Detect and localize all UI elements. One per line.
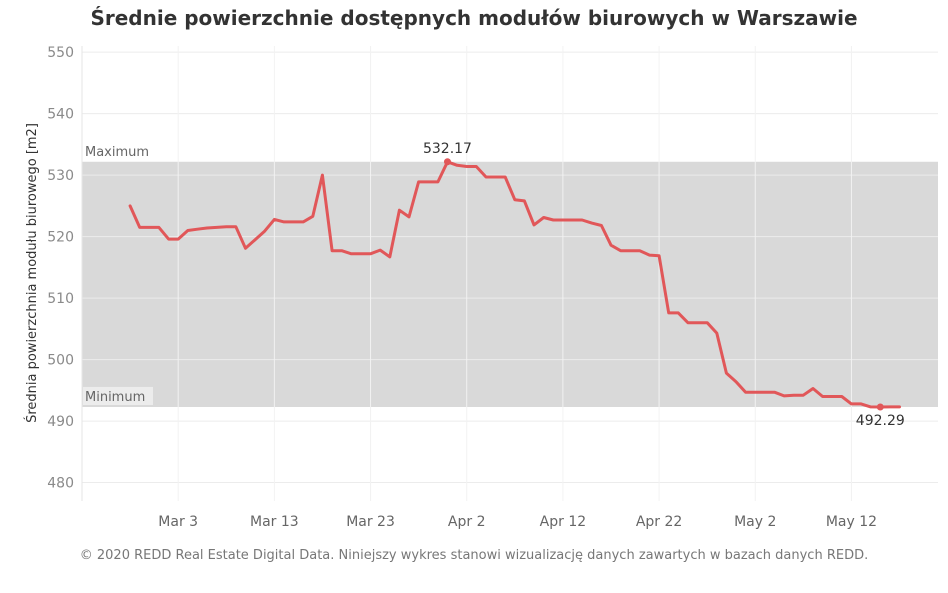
- y-tick-label: 520: [47, 230, 74, 246]
- x-tick-label: Apr 12: [540, 514, 586, 530]
- y-tick-label: 480: [47, 476, 74, 492]
- x-tick-label: Apr 22: [636, 514, 682, 530]
- y-tick-label: 500: [47, 353, 74, 369]
- y-axis-title: Średnia powierzchnia modułu biurowego [m…: [24, 123, 40, 423]
- annotation-label: 492.29: [856, 413, 905, 429]
- band-max-label-bg: [83, 141, 155, 160]
- min-max-band: [82, 161, 938, 407]
- y-tick-label: 550: [47, 45, 74, 61]
- band-min-label-bg: [83, 386, 153, 405]
- x-tick-label: Mar 23: [346, 514, 395, 530]
- annotation-point: [876, 403, 884, 411]
- x-tick-label: Apr 2: [448, 514, 486, 530]
- band-min-label: Minimum: [85, 390, 145, 405]
- x-tick-label: Mar 3: [158, 514, 198, 530]
- annotation-label: 532.17: [423, 141, 472, 157]
- annotation-point: [443, 158, 451, 166]
- y-tick-label: 490: [47, 414, 74, 430]
- y-tick-label: 540: [47, 107, 74, 123]
- x-tick-label: Mar 13: [250, 514, 299, 530]
- x-tick-label: May 12: [826, 514, 877, 530]
- series-line: [128, 160, 901, 409]
- x-tick-label: May 2: [734, 514, 776, 530]
- copyright-footer: © 2020 REDD Real Estate Digital Data. Ni…: [79, 548, 869, 563]
- band-max-label: Maximum: [85, 145, 149, 160]
- y-tick-label: 530: [47, 168, 74, 184]
- chart-title: Średnie powierzchnie dostępnych modułów …: [90, 6, 858, 30]
- line-chart: 480 490 500 510 520 530 540 550 Mar 3 Mar 13 Mar 2…: [24, 45, 938, 530]
- y-tick-label: 510: [47, 291, 74, 307]
